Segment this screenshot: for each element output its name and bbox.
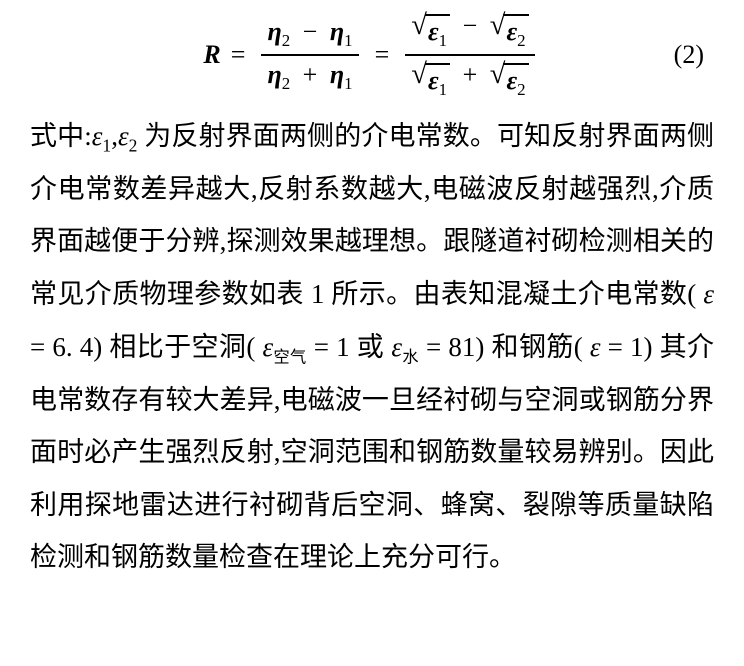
eta-var: η [267,17,281,46]
subscript-inline: 1 [102,135,111,155]
subscript: 1 [439,31,447,50]
eps-inline: ε [92,121,103,151]
eta-var: η [330,60,344,89]
equation-number: (2) [674,40,704,70]
frac2-denominator: √ε1 + √ε2 [405,56,534,103]
sqrt: √ε2 [490,12,529,51]
fraction-1: η2 − η1 η2 + η1 [261,13,358,98]
text-segment: = 6. 4) 相比于空洞( [30,332,262,362]
sqrt: √ε1 [411,12,450,51]
eps-inline: ε [118,121,129,151]
eps-inline: ε [703,279,714,309]
minus-op: − [303,17,318,46]
fraction-2: √ε1 − √ε2 √ε1 + √ε2 [405,7,534,104]
eta-var: η [267,60,281,89]
subscript: 1 [344,31,352,50]
frac2-numerator: √ε1 − √ε2 [405,7,534,56]
subscript: 1 [439,80,447,99]
subscript: 2 [282,74,290,93]
minus-op: − [463,11,478,40]
plus-op: + [303,60,318,89]
subscript: 2 [282,31,290,50]
equation: R = η2 − η1 η2 + η1 = √ε1 − √ε2 √ε1 + [203,7,540,104]
eps-var: ε [506,66,517,95]
text-segment: = 1) 其介电常数存有较大差异,电磁波一旦经衬砌与空洞或钢筋分界面时必产生强烈… [30,332,714,573]
equation-row: R = η2 − η1 η2 + η1 = √ε1 − √ε2 √ε1 + [30,10,714,100]
frac1-numerator: η2 − η1 [261,13,358,56]
eta-var: η [330,17,344,46]
eq-sign-2: = [375,40,390,70]
sqrt: √ε2 [490,61,529,100]
eps-var: ε [506,17,517,46]
eps-var: ε [428,17,439,46]
frac1-denominator: η2 + η1 [261,56,358,97]
text-segment: 式中: [30,121,92,151]
body-paragraph: 式中:ε1,ε2 为反射界面两侧的介电常数。可知反射界面两侧介电常数差异越大,反… [30,110,714,584]
subscript: 2 [517,31,525,50]
eps-var: ε [428,66,439,95]
eps-inline: ε [391,332,402,362]
plus-op: + [463,60,478,89]
equation-lhs: R [203,40,220,70]
subscript: 1 [344,74,352,93]
eps-inline: ε [262,332,273,362]
subscript-air: 空气 [273,348,307,366]
sqrt: √ε1 [411,61,450,100]
eps-inline: ε [590,332,601,362]
comma: , [111,121,118,151]
eq-sign-1: = [231,40,246,70]
text-segment: = 1 或 [307,332,392,362]
text-segment: = 81) 和钢筋( [419,332,590,362]
subscript-water: 水 [402,348,419,366]
subscript: 2 [517,80,525,99]
